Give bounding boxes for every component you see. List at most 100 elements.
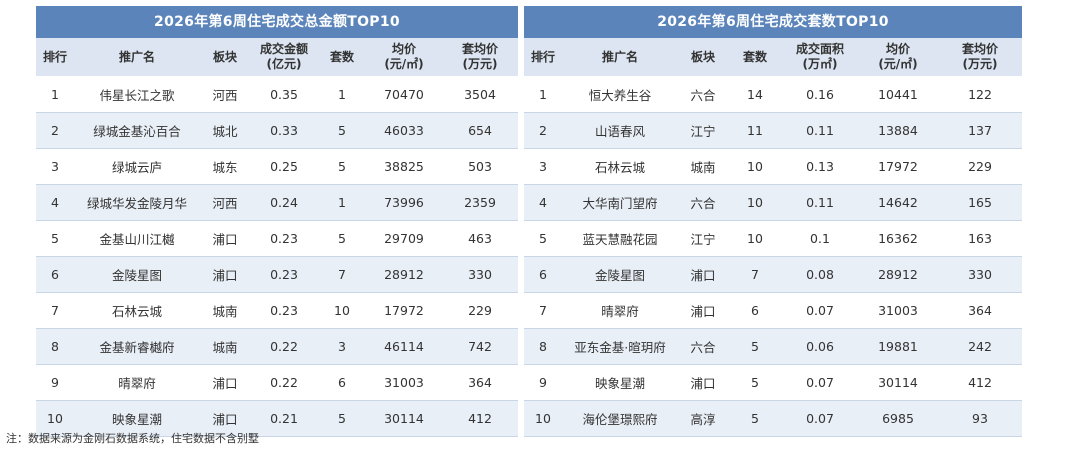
table-cell: 10	[728, 148, 782, 185]
right-table-panel: 2026年第6周住宅成交套数TOP10 排行 推广名 板块 套数 成交面积 (万㎡) 均价(…	[524, 6, 1022, 437]
column-header: 套均价 (万元)	[442, 38, 518, 77]
table-cell: 10	[318, 292, 366, 329]
table-cell: 晴翠府	[74, 364, 200, 401]
column-header: 均价 (元/㎡)	[366, 38, 442, 77]
table-cell: 5	[728, 364, 782, 401]
table-cell: 137	[938, 112, 1022, 149]
table-row: 10 映象星潮 浦口 0.21 5 30114 412	[36, 400, 518, 437]
table-cell: 229	[442, 292, 518, 329]
table-cell: 金基山川江樾	[74, 220, 200, 257]
table-cell: 0.11	[782, 112, 858, 149]
table-cell: 10	[728, 184, 782, 221]
table-cell: 0.06	[782, 328, 858, 365]
table-cell: 河西	[200, 76, 250, 113]
table-row: 1 恒大养生谷 六合 14 0.16 10441 122	[524, 76, 1022, 113]
table-cell: 4	[524, 184, 562, 221]
right-table-title: 2026年第6周住宅成交套数TOP10	[524, 6, 1022, 38]
column-header-label: 套均价	[461, 42, 498, 56]
table-cell: 13884	[858, 112, 938, 149]
table-cell: 金陵星图	[74, 256, 200, 293]
table-cell: 0.23	[250, 256, 318, 293]
table-cell: 0.35	[250, 76, 318, 113]
table-cell: 金陵星图	[562, 256, 678, 293]
table-header-row: 排行 推广名 板块 套数 成交面积 (万㎡) 均价 (元/㎡) 套均价 (万元)	[524, 38, 1022, 77]
table-row: 6 金陵星图 浦口 7 0.08 28912 330	[524, 256, 1022, 293]
table-cell: 3	[524, 148, 562, 185]
table-cell: 10	[524, 400, 562, 437]
column-header-label: 成交面积	[795, 42, 844, 56]
table-cell: 9	[524, 364, 562, 401]
table-cell: 浦口	[200, 400, 250, 437]
table-cell: 0.23	[250, 292, 318, 329]
table-cell: 0.08	[782, 256, 858, 293]
column-header-label: 均价	[391, 42, 416, 56]
table-cell: 2	[524, 112, 562, 149]
table-cell: 7	[36, 292, 74, 329]
table-cell: 1	[318, 76, 366, 113]
table-cell: 31003	[366, 364, 442, 401]
table-cell: 5	[318, 400, 366, 437]
table-row: 10 海伦堡璟熙府 高淳 5 0.07 6985 93	[524, 400, 1022, 437]
table-row: 2 绿城金基沁百合 城北 0.33 5 46033 654	[36, 112, 518, 149]
table-cell: 6	[728, 292, 782, 329]
table-cell: 大华南门望府	[562, 184, 678, 221]
table-row: 7 晴翠府 浦口 6 0.07 31003 364	[524, 292, 1022, 329]
column-header-label: 推广名	[601, 49, 638, 64]
column-header: 板块	[200, 38, 250, 77]
table-cell: 0.25	[250, 148, 318, 185]
table-cell: 5	[318, 112, 366, 149]
table-cell: 654	[442, 112, 518, 149]
table-cell: 412	[938, 364, 1022, 401]
table-cell: 5	[318, 148, 366, 185]
column-header-label: 套数	[742, 49, 767, 64]
column-header-unit: (万㎡)	[802, 57, 838, 71]
table-cell: 9	[36, 364, 74, 401]
table-cell: 高淳	[678, 400, 728, 437]
table-cell: 229	[938, 148, 1022, 185]
table-cell: 5	[728, 328, 782, 365]
table-cell: 浦口	[200, 364, 250, 401]
table-row: 3 石林云城 城南 10 0.13 17972 229	[524, 148, 1022, 185]
table-cell: 浦口	[678, 256, 728, 293]
table-cell: 0.16	[782, 76, 858, 113]
table-row: 8 亚东金基·暄玥府 六合 5 0.06 19881 242	[524, 328, 1022, 365]
table-cell: 城北	[200, 112, 250, 149]
column-header: 套数	[318, 38, 366, 77]
table-cell: 5	[524, 220, 562, 257]
left-table-panel: 2026年第6周住宅成交总金额TOP10 排行 推广名 板块 成交金额 (亿元) 套数 均价…	[36, 6, 518, 437]
table-cell: 六合	[678, 328, 728, 365]
table-cell: 恒大养生谷	[562, 76, 678, 113]
table-cell: 503	[442, 148, 518, 185]
table-cell: 364	[442, 364, 518, 401]
column-header-unit: (元/㎡)	[384, 57, 424, 71]
units-sold-top10-table: 排行 推广名 板块 套数 成交面积 (万㎡) 均价 (元/㎡) 套均价 (万元) 1 恒大养生谷 六合…	[524, 38, 1022, 437]
table-row: 8 金基新睿樾府 城南 0.22 3 46114 742	[36, 328, 518, 365]
column-header-label: 板块	[212, 49, 237, 64]
table-cell: 1	[524, 76, 562, 113]
table-cell: 0.24	[250, 184, 318, 221]
table-cell: 330	[442, 256, 518, 293]
table-cell: 16362	[858, 220, 938, 257]
table-row: 4 绿城华发金陵月华 河西 0.24 1 73996 2359	[36, 184, 518, 221]
table-cell: 70470	[366, 76, 442, 113]
table-row: 2 山语春风 江宁 11 0.11 13884 137	[524, 112, 1022, 149]
table-cell: 绿城云庐	[74, 148, 200, 185]
column-header-label: 套均价	[961, 42, 998, 56]
table-cell: 38825	[366, 148, 442, 185]
sales-amount-top10-table: 排行 推广名 板块 成交金额 (亿元) 套数 均价 (元/㎡) 套均价 (万元) 1 伟星长江之歌河…	[36, 38, 518, 437]
data-source-note: 注：数据来源为金刚石数据系统，住宅数据不含别墅	[6, 432, 259, 445]
table-cell: 30114	[366, 400, 442, 437]
table-cell: 5	[318, 220, 366, 257]
table-cell: 0.07	[782, 400, 858, 437]
table-cell: 0.23	[250, 220, 318, 257]
table-cell: 742	[442, 328, 518, 365]
table-cell: 93	[938, 400, 1022, 437]
table-cell: 3504	[442, 76, 518, 113]
table-cell: 映象星潮	[562, 364, 678, 401]
table-cell: 122	[938, 76, 1022, 113]
table-cell: 亚东金基·暄玥府	[562, 328, 678, 365]
table-cell: 29709	[366, 220, 442, 257]
table-row: 9 映象星潮 浦口 5 0.07 30114 412	[524, 364, 1022, 401]
table-cell: 19881	[858, 328, 938, 365]
column-header: 推广名	[562, 38, 678, 77]
